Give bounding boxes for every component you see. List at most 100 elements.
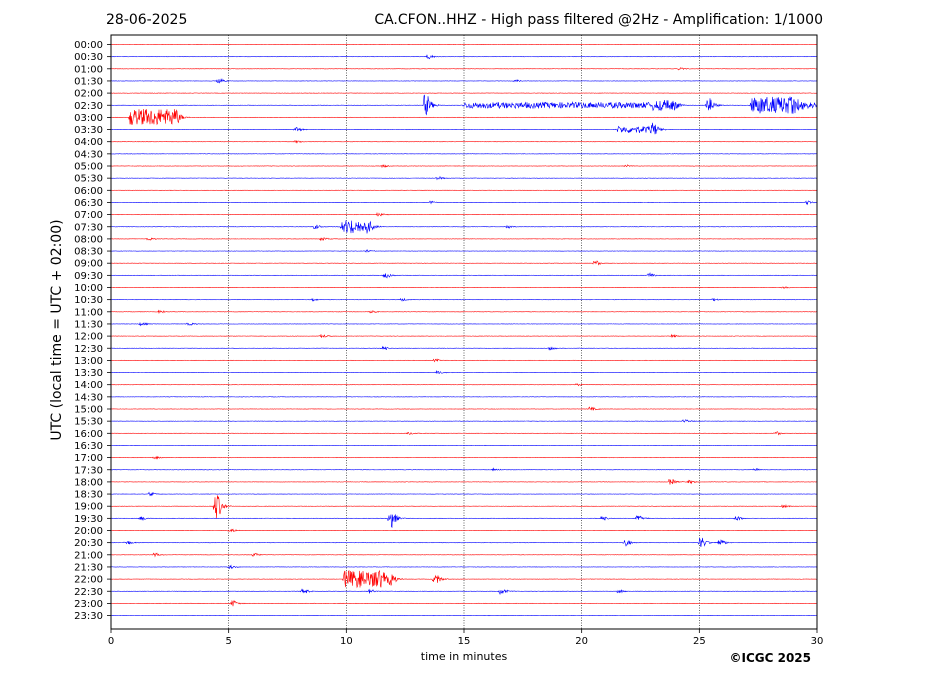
y-tick-label: 17:30 <box>74 465 103 476</box>
y-tick-label: 06:00 <box>74 186 103 197</box>
y-tick-label: 00:00 <box>74 40 103 51</box>
y-tick-label: 18:30 <box>74 490 103 501</box>
y-tick-label: 05:30 <box>74 174 103 185</box>
date-title: 28-06-2025 <box>106 12 188 28</box>
y-tick-label: 11:00 <box>74 307 103 318</box>
y-tick-label: 23:30 <box>74 611 103 622</box>
y-tick-label: 15:00 <box>74 405 103 416</box>
x-axis-label: time in minutes <box>420 650 508 663</box>
trace-0700 <box>110 212 818 217</box>
trace-2000 <box>110 528 818 533</box>
x-tick-label: 0 <box>108 636 114 647</box>
trace-0930 <box>110 272 818 279</box>
trace-1330 <box>110 369 818 375</box>
y-tick-label: 10:30 <box>74 295 103 306</box>
y-tick-label: 10:00 <box>74 283 103 294</box>
x-tick-label: 10 <box>340 636 353 647</box>
x-tick-label: 20 <box>575 636 588 647</box>
y-tick-label: 16:30 <box>74 441 103 452</box>
y-tick-label: 14:30 <box>74 392 103 403</box>
trace-1530 <box>110 419 818 423</box>
trace-0300 <box>110 109 818 126</box>
y-axis-label-text: UTC (local time = UTC + 02:00) <box>49 219 65 441</box>
y-tick-label: 07:00 <box>74 210 103 221</box>
trace-0130 <box>110 78 818 84</box>
trace-0230 <box>110 94 818 116</box>
x-tick-label: 5 <box>225 636 231 647</box>
trace-1830 <box>110 491 818 497</box>
y-tick-label: 08:30 <box>74 247 103 258</box>
y-tick-label: 11:30 <box>74 319 103 330</box>
y-tick-label: 05:00 <box>74 162 103 173</box>
y-tick-label: 07:30 <box>74 222 103 233</box>
trace-2100 <box>110 552 818 558</box>
y-tick-label: 14:00 <box>74 380 103 391</box>
y-tick-label: 13:30 <box>74 368 103 379</box>
trace-0500 <box>110 164 818 169</box>
y-tick-label: 20:00 <box>74 526 103 537</box>
trace-2200 <box>110 569 818 589</box>
trace-1000 <box>110 286 818 290</box>
trace-0800 <box>110 237 818 242</box>
trace-1730 <box>110 467 818 472</box>
y-tick-label: 00:30 <box>74 52 103 63</box>
y-tick-label: 01:30 <box>74 76 103 87</box>
y-tick-label: 03:30 <box>74 125 103 136</box>
trace-0530 <box>110 175 818 181</box>
trace-1100 <box>110 309 818 315</box>
y-tick-label: 08:00 <box>74 234 103 245</box>
trace-0100 <box>110 67 818 71</box>
trace-1700 <box>110 455 818 460</box>
x-tick-label: 15 <box>458 636 471 647</box>
y-tick-label: 22:30 <box>74 587 103 598</box>
trace-1800 <box>110 478 818 485</box>
trace-0330 <box>110 122 818 135</box>
y-tick-label: 23:00 <box>74 599 103 610</box>
trace-0400 <box>110 140 818 144</box>
y-tick-label: 02:00 <box>74 89 103 100</box>
trace-1930 <box>110 514 818 528</box>
trace-0900 <box>110 260 818 266</box>
y-tick-label: 01:00 <box>74 64 103 75</box>
y-tick-label: 22:00 <box>74 575 103 586</box>
plot-frame <box>110 34 818 630</box>
y-tick-label: 12:30 <box>74 344 103 355</box>
trace-0030 <box>110 54 818 60</box>
trace-0730 <box>110 220 818 234</box>
y-tick-label: 04:30 <box>74 149 103 160</box>
trace-1230 <box>110 345 818 351</box>
trace-1500 <box>110 406 818 411</box>
y-tick-label: 17:00 <box>74 453 103 464</box>
y-tick-label: 15:30 <box>74 417 103 428</box>
trace-1130 <box>110 322 818 327</box>
trace-1400 <box>111 382 818 387</box>
trace-2030 <box>110 537 817 547</box>
y-tick-label: 21:00 <box>74 550 103 561</box>
y-tick-label: 13:00 <box>74 356 103 367</box>
trace-2300 <box>110 599 818 607</box>
y-tick-label: 03:00 <box>74 113 103 124</box>
y-tick-label: 19:00 <box>74 502 103 513</box>
y-tick-label: 09:00 <box>74 259 103 270</box>
trace-1300 <box>110 358 818 363</box>
x-tick-label: 30 <box>811 636 824 647</box>
copyright-text: ©ICGC 2025 <box>729 651 811 665</box>
trace-2230 <box>110 588 818 595</box>
y-tick-label: 02:30 <box>74 101 103 112</box>
y-tick-label: 21:30 <box>74 562 103 573</box>
y-tick-label: 16:00 <box>74 429 103 440</box>
trace-1030 <box>110 297 818 302</box>
y-tick-label: 06:30 <box>74 198 103 209</box>
trace-1600 <box>110 431 818 436</box>
trace-1900 <box>110 495 818 519</box>
x-tick-label: 25 <box>693 636 706 647</box>
y-tick-label: 18:00 <box>74 477 103 488</box>
y-tick-label: 12:00 <box>74 332 103 343</box>
trace-1200 <box>110 333 818 339</box>
trace-0830 <box>110 249 818 253</box>
y-tick-label: 19:30 <box>74 514 103 525</box>
y-tick-label: 04:00 <box>74 137 103 148</box>
trace-2130 <box>110 564 818 570</box>
